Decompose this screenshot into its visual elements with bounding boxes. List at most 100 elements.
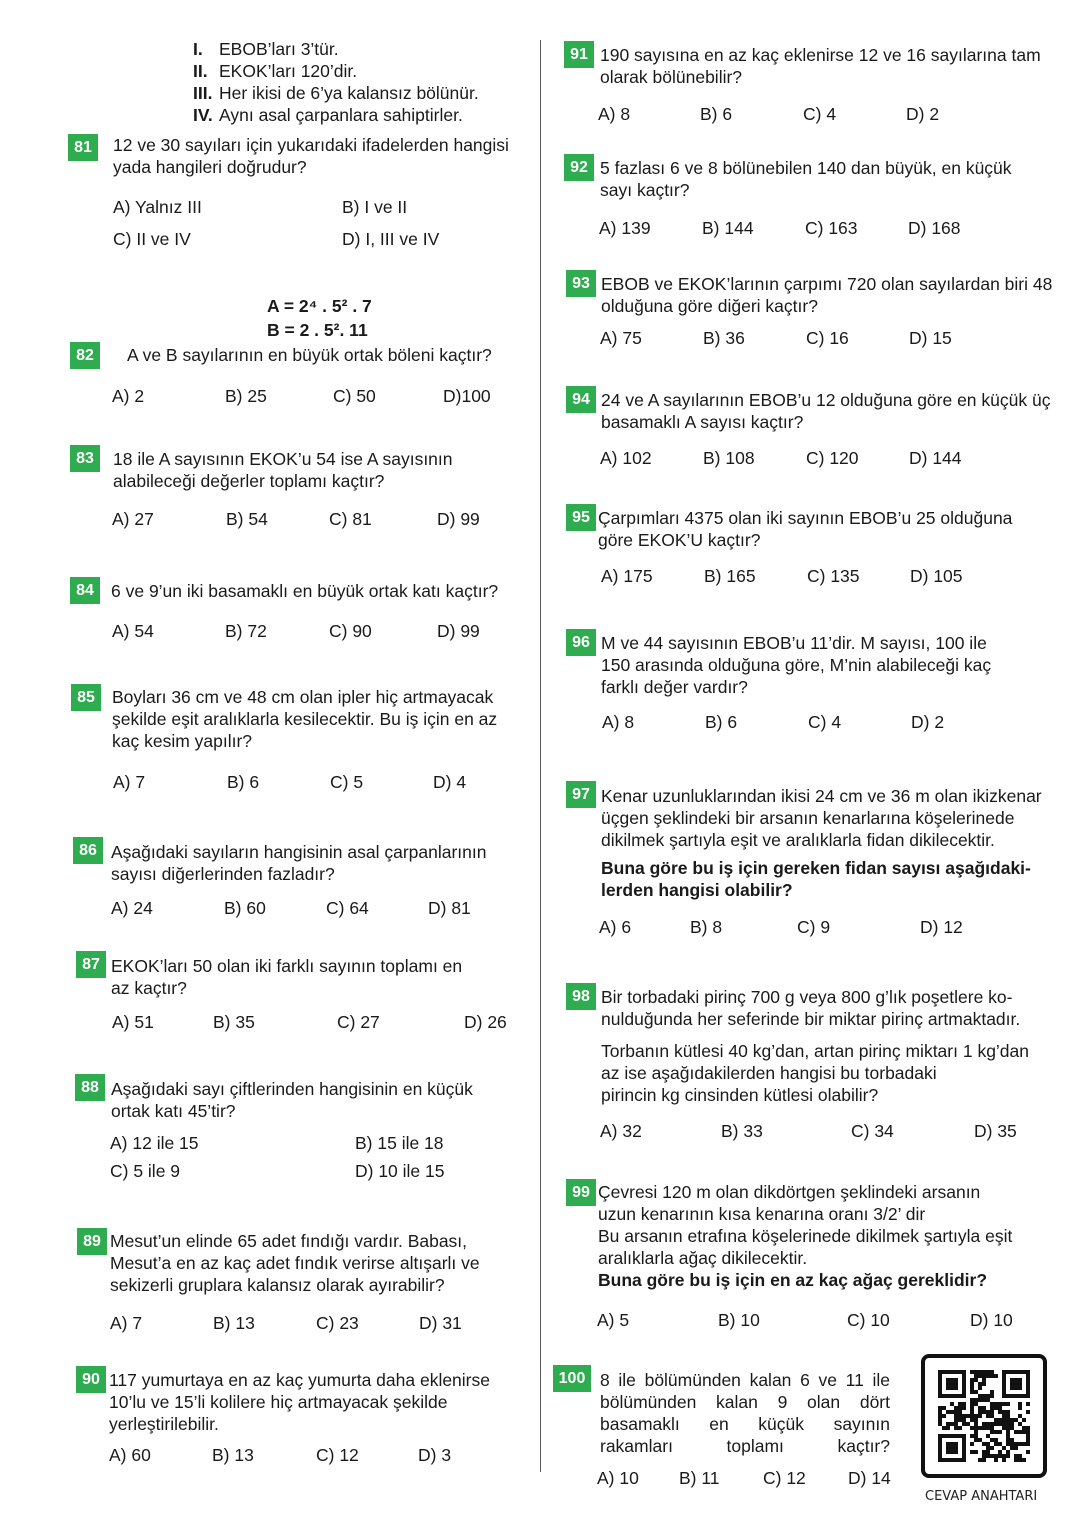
answer-option[interactable]: A) 54 — [112, 621, 154, 641]
answer-option[interactable]: B) 72 — [225, 621, 267, 641]
question-number-badge: 99 — [566, 1179, 596, 1206]
answer-option[interactable]: A) 12 ile 15 — [110, 1133, 199, 1153]
answer-option[interactable]: B) 165 — [704, 566, 756, 586]
answer-option[interactable]: C) 27 — [337, 1012, 380, 1032]
answer-option[interactable]: D) I, III ve IV — [342, 229, 440, 249]
answer-option[interactable]: B) 33 — [721, 1121, 763, 1141]
answer-option[interactable]: C) 12 — [763, 1468, 806, 1488]
answer-option[interactable]: A) 27 — [112, 509, 154, 529]
answer-option[interactable]: A) 139 — [599, 218, 651, 238]
question-text: bölümünden kalan 9 olan dört — [600, 1392, 890, 1412]
answer-option[interactable]: B) 6 — [700, 104, 733, 124]
formula-a: A = 2⁴ . 5² . 7 — [267, 296, 372, 316]
question-text: EKOK’ları 50 olan iki farklı sayının top… — [111, 956, 463, 976]
answer-option[interactable]: A) 24 — [111, 898, 153, 918]
answer-option[interactable]: D) 81 — [428, 898, 471, 918]
answer-option[interactable]: A) 10 — [597, 1468, 639, 1488]
answer-option[interactable]: A) 7 — [113, 772, 146, 792]
question-text: üçgen şeklindeki bir arsanın kenarlarına… — [601, 808, 1015, 828]
answer-option[interactable]: C) 34 — [851, 1121, 894, 1141]
answer-option[interactable]: C) 4 — [803, 104, 837, 124]
answer-option[interactable]: A) Yalnız III — [113, 197, 202, 217]
answer-option[interactable]: D) 15 — [909, 328, 952, 348]
answer-option[interactable]: A) 175 — [601, 566, 653, 586]
question-number-badge: 87 — [76, 951, 106, 978]
answer-option[interactable]: B) 54 — [226, 509, 268, 529]
answer-option[interactable]: C) II ve IV — [113, 229, 191, 249]
answer-option[interactable]: C) 81 — [329, 509, 372, 529]
answer-option[interactable]: B) 60 — [224, 898, 266, 918]
answer-key-qr[interactable] — [921, 1354, 1047, 1478]
answer-option[interactable]: D) 35 — [974, 1121, 1017, 1141]
answer-option[interactable]: A) 6 — [599, 917, 632, 937]
answer-option[interactable]: B) 13 — [213, 1313, 255, 1333]
answer-option[interactable]: C) 120 — [806, 448, 859, 468]
answer-option[interactable]: C) 50 — [333, 386, 376, 406]
answer-option[interactable]: B) 10 — [718, 1310, 760, 1330]
answer-option[interactable]: C) 10 — [847, 1310, 890, 1330]
question-text: uzun kenarının kısa kenarına oranı 3/2’ … — [598, 1204, 926, 1224]
answer-option[interactable]: D) 14 — [848, 1468, 891, 1488]
answer-option[interactable]: B) 144 — [702, 218, 754, 238]
answer-option[interactable]: B) 11 — [679, 1468, 720, 1488]
question-number-badge: 83 — [70, 445, 100, 472]
question-number-badge: 89 — [77, 1228, 107, 1255]
question-emphasis: lerden hangisi olabilir? — [601, 880, 793, 900]
answer-option[interactable]: A) 60 — [109, 1445, 151, 1465]
answer-option[interactable]: C) 16 — [806, 328, 849, 348]
answer-option[interactable]: D) 10 — [970, 1310, 1013, 1330]
statement-text: Aynı asal çarpanlara sahiptirler. — [219, 105, 463, 125]
answer-option[interactable]: C) 135 — [807, 566, 860, 586]
answer-option[interactable]: C) 9 — [797, 917, 831, 937]
answer-option[interactable]: D) 3 — [418, 1445, 452, 1465]
answer-option[interactable]: D) 99 — [437, 509, 480, 529]
answer-option[interactable]: B) 6 — [705, 712, 738, 732]
answer-option[interactable]: D) 99 — [437, 621, 480, 641]
answer-option[interactable]: C) 90 — [329, 621, 372, 641]
answer-option[interactable]: D) 4 — [433, 772, 467, 792]
answer-option[interactable]: A) 8 — [598, 104, 631, 124]
answer-option[interactable]: D) 144 — [909, 448, 962, 468]
answer-option[interactable]: C) 64 — [326, 898, 369, 918]
answer-option[interactable]: A) 5 — [597, 1310, 630, 1330]
question-text: sekizerli gruplara kalansız olarak ayıra… — [110, 1275, 445, 1295]
answer-option[interactable]: B) 25 — [225, 386, 267, 406]
answer-option[interactable]: D) 168 — [908, 218, 961, 238]
answer-option[interactable]: A) 51 — [112, 1012, 154, 1032]
answer-option[interactable]: D) 31 — [419, 1313, 462, 1333]
answer-option[interactable]: A) 7 — [110, 1313, 143, 1333]
answer-option[interactable]: B) 108 — [703, 448, 755, 468]
question-emphasis: Buna göre bu iş için en az kaç ağaç gere… — [598, 1270, 988, 1290]
answer-option[interactable]: D) 12 — [920, 917, 963, 937]
answer-option[interactable]: C) 23 — [316, 1313, 359, 1333]
answer-option[interactable]: C) 5 — [330, 772, 364, 792]
answer-option[interactable]: B) 13 — [212, 1445, 254, 1465]
answer-option[interactable]: A) 102 — [600, 448, 652, 468]
question-number-badge: 98 — [566, 983, 596, 1010]
answer-option[interactable]: A) 75 — [600, 328, 642, 348]
answer-option[interactable]: D) 26 — [464, 1012, 507, 1032]
answer-option[interactable]: B) I ve II — [342, 197, 408, 217]
answer-option[interactable]: A) 2 — [112, 386, 145, 406]
answer-option[interactable]: A) 8 — [602, 712, 635, 732]
question-text: az kaçtır? — [111, 978, 187, 998]
answer-option[interactable]: B) 36 — [703, 328, 745, 348]
answer-option[interactable]: A) 32 — [600, 1121, 642, 1141]
question-text: 12 ve 30 sayıları için yukarıdaki ifadel… — [113, 135, 509, 155]
answer-option[interactable]: D) 2 — [911, 712, 945, 732]
question-number-badge: 94 — [566, 386, 596, 413]
question-emphasis: Buna göre bu iş için gereken fidan sayıs… — [601, 858, 1031, 878]
answer-option[interactable]: C) 12 — [316, 1445, 359, 1465]
answer-option[interactable]: D) 105 — [910, 566, 963, 586]
answer-option[interactable]: B) 6 — [227, 772, 260, 792]
answer-option[interactable]: B) 8 — [690, 917, 723, 937]
answer-option[interactable]: C) 4 — [808, 712, 842, 732]
answer-option[interactable]: B) 15 ile 18 — [355, 1133, 444, 1153]
answer-option[interactable]: D) 2 — [906, 104, 940, 124]
answer-option[interactable]: C) 163 — [805, 218, 858, 238]
answer-option[interactable]: C) 5 ile 9 — [110, 1161, 181, 1181]
column-divider — [540, 40, 541, 1472]
answer-option[interactable]: B) 35 — [213, 1012, 255, 1032]
answer-option[interactable]: D) 10 ile 15 — [355, 1161, 445, 1181]
answer-option[interactable]: D)100 — [443, 386, 491, 406]
